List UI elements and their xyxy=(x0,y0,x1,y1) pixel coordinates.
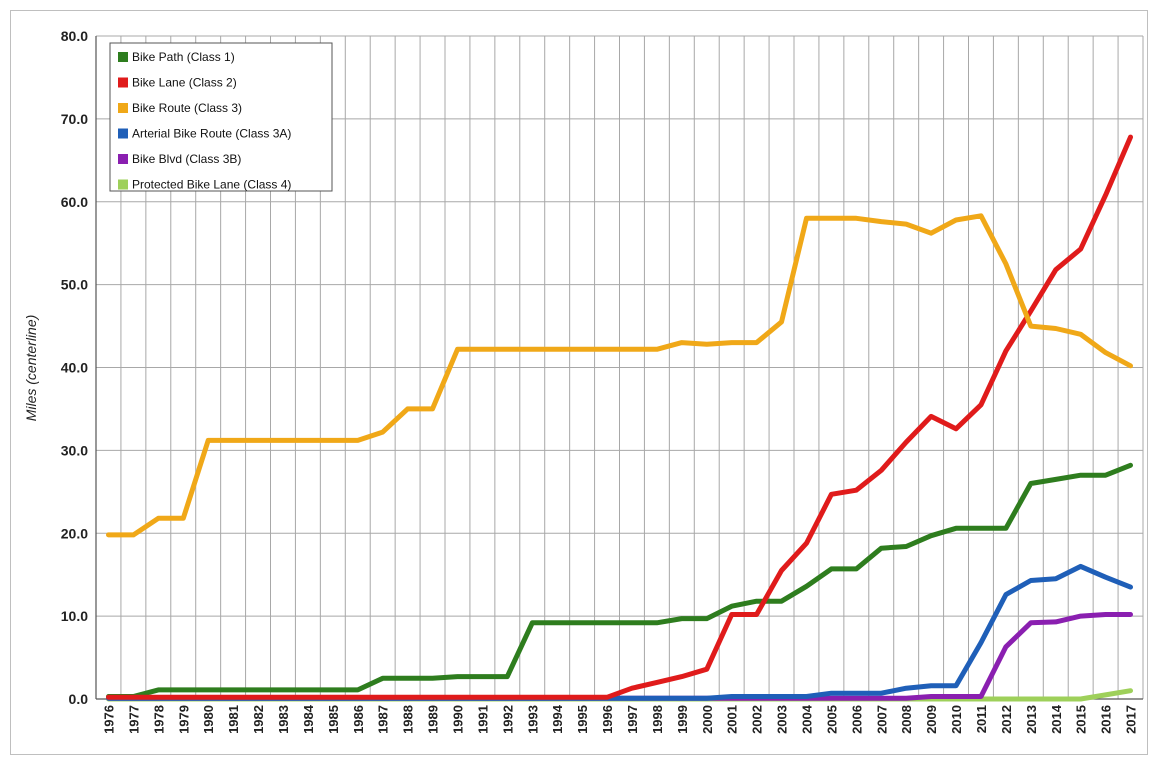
x-tick-label: 1988 xyxy=(401,705,416,734)
x-tick-label: 2001 xyxy=(725,705,740,734)
legend-label: Bike Lane (Class 2) xyxy=(132,76,237,90)
x-tick-label: 1999 xyxy=(675,705,690,734)
legend-label: Arterial Bike Route (Class 3A) xyxy=(132,127,291,141)
x-tick-label: 2008 xyxy=(899,705,914,734)
legend-label: Protected Bike Lane (Class 4) xyxy=(132,178,291,192)
y-tick-label: 20.0 xyxy=(61,525,88,541)
x-tick-label: 1986 xyxy=(351,705,366,734)
y-tick-label: 0.0 xyxy=(69,691,89,707)
legend-label: Bike Route (Class 3) xyxy=(132,101,242,115)
y-tick-label: 10.0 xyxy=(61,608,88,624)
x-tick-label: 2007 xyxy=(874,705,889,734)
y-tick-label: 40.0 xyxy=(61,360,88,376)
x-tick-label: 1979 xyxy=(176,705,191,734)
series-lines xyxy=(106,134,1133,702)
legend-swatch xyxy=(118,128,128,139)
x-tick-label: 2011 xyxy=(974,705,989,733)
x-tick-label: 2004 xyxy=(799,704,814,734)
x-tick-label: 1976 xyxy=(101,705,116,734)
x-tick-label: 1991 xyxy=(475,705,490,734)
x-tick-label: 1982 xyxy=(251,705,266,734)
x-tick-label: 1997 xyxy=(625,705,640,734)
x-tick-label: 1994 xyxy=(550,704,565,734)
legend-label: Bike Blvd (Class 3B) xyxy=(132,152,241,166)
series-line-1 xyxy=(106,134,1133,700)
x-tick-label: 2010 xyxy=(949,705,964,734)
x-tick-label: 1983 xyxy=(276,705,291,734)
y-axis-label: Miles (centerline) xyxy=(23,315,39,422)
x-tick-label: 2005 xyxy=(824,705,839,734)
x-tick-label: 1989 xyxy=(426,705,441,734)
x-tick-label: 2009 xyxy=(924,705,939,734)
legend-swatch xyxy=(118,103,128,113)
x-tick-label: 1993 xyxy=(525,705,540,734)
series-line-2 xyxy=(106,213,1133,538)
x-tick-label: 1980 xyxy=(201,705,216,734)
y-tick-label: 70.0 xyxy=(61,111,88,127)
legend-swatch xyxy=(118,52,128,62)
x-tick-label: 1981 xyxy=(226,705,241,734)
x-tick-label: 2012 xyxy=(999,705,1014,734)
y-tick-label: 60.0 xyxy=(61,194,88,210)
x-tick-label: 2015 xyxy=(1074,705,1089,734)
x-tick-label: 1978 xyxy=(151,705,166,734)
legend: Bike Path (Class 1) Bike Lane (Class 2) Bi… xyxy=(109,42,333,192)
y-tick-label: 80.0 xyxy=(61,28,88,44)
x-tick-label: 1984 xyxy=(301,704,316,734)
x-tick-label: 1995 xyxy=(575,705,590,734)
x-tick-label: 2000 xyxy=(700,705,715,734)
x-tick-label: 2017 xyxy=(1124,705,1139,734)
x-tick-label: 1977 xyxy=(126,705,141,734)
x-tick-label: 2014 xyxy=(1049,704,1064,734)
y-tick-label: 50.0 xyxy=(61,277,88,293)
y-axis-ticks: 0.0 10.0 20.0 30.0 40.0 50.0 60.0 70.0 80.0 xyxy=(61,28,88,707)
x-tick-label: 1987 xyxy=(376,705,391,734)
x-axis-ticks: 1976 1977 1978 1979 1980 1981 1982 1983 1984 1985… xyxy=(101,704,1138,734)
y-tick-label: 30.0 xyxy=(61,442,88,458)
legend-label: Bike Path (Class 1) xyxy=(132,50,235,64)
x-tick-label: 1992 xyxy=(500,705,515,734)
x-tick-label: 2003 xyxy=(775,705,790,734)
x-tick-label: 1998 xyxy=(650,705,665,734)
x-tick-label: 1985 xyxy=(326,705,341,734)
x-tick-label: 1996 xyxy=(600,705,615,734)
x-tick-label: 1990 xyxy=(450,705,465,734)
x-tick-label: 2016 xyxy=(1099,705,1114,734)
legend-swatch xyxy=(118,77,128,88)
legend-swatch xyxy=(118,179,128,190)
x-tick-label: 2002 xyxy=(750,705,765,734)
series-line-0 xyxy=(106,462,1133,699)
x-tick-label: 2006 xyxy=(849,705,864,734)
chart-frame xyxy=(10,10,1148,755)
x-tick-label: 2013 xyxy=(1024,705,1039,734)
legend-box xyxy=(109,42,333,192)
legend-swatch xyxy=(118,154,128,164)
